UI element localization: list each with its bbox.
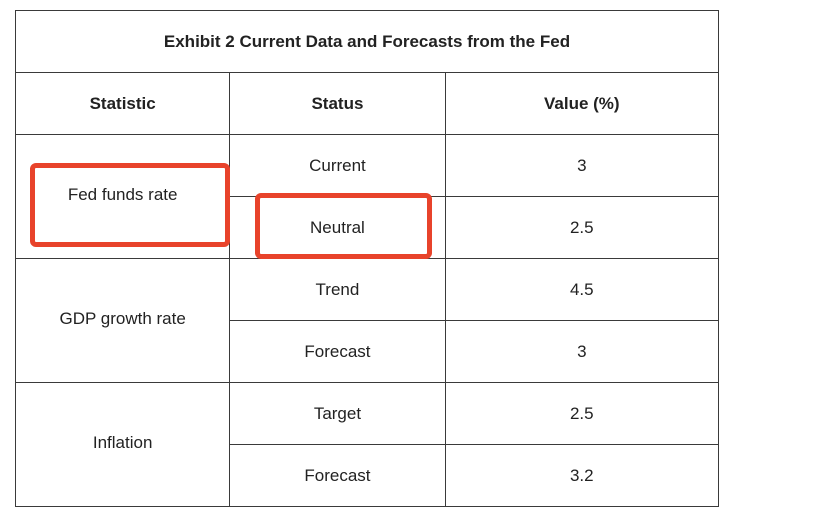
value-cell: 2.5 (444, 382, 720, 445)
header-row: Statistic Status Value (%) (14, 72, 720, 135)
header-status: Status (229, 72, 446, 135)
value-cell: 3 (444, 134, 720, 197)
statistic-inflation: Inflation (14, 382, 231, 507)
value-cell: 4.5 (444, 258, 720, 321)
table-row: Inflation Target 2.5 (14, 382, 720, 507)
header-value: Value (%) (444, 72, 720, 135)
table-row: Forecast 3.2 (16, 444, 720, 507)
statistic-fed-funds-rate: Fed funds rate (14, 134, 231, 259)
value-cell: 2.5 (444, 196, 720, 259)
status-cell: Current (229, 134, 446, 197)
value-cell: 3.2 (444, 444, 720, 507)
exhibit-table: Exhibit 2 Current Data and Forecasts fro… (14, 10, 720, 507)
header-statistic: Statistic (14, 72, 231, 135)
status-cell: Target (229, 382, 446, 445)
table-row: GDP growth rate Trend 4.5 (14, 258, 720, 383)
status-cell-neutral: Neutral (229, 196, 446, 259)
table-title: Exhibit 2 Current Data and Forecasts fro… (15, 10, 719, 73)
value-cell: 3 (444, 320, 720, 383)
table-row: Fed funds rate Current 3 (14, 134, 720, 259)
status-cell: Forecast (229, 444, 446, 507)
status-cell: Trend (229, 258, 446, 321)
title-row: Exhibit 2 Current Data and Forecasts fro… (15, 10, 719, 73)
table-row: Neutral 2.5 (16, 196, 720, 259)
table-row: Forecast 3 (16, 320, 720, 383)
status-cell: Forecast (229, 320, 446, 383)
statistic-gdp-growth-rate: GDP growth rate (14, 258, 231, 383)
